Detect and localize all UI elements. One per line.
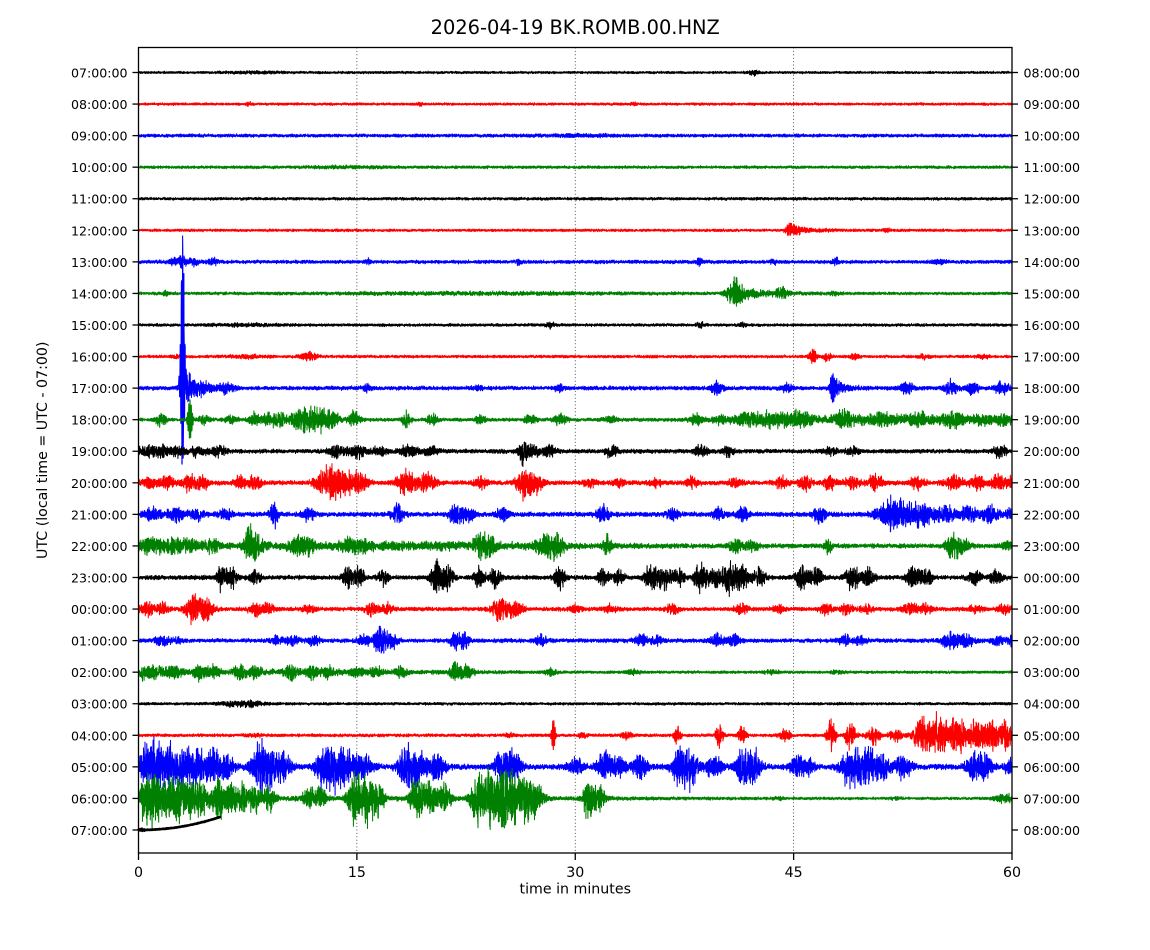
- y-tick-label-local-6: 14:00:00: [1024, 255, 1081, 270]
- trace-row-17-utc-000000: [137, 593, 1013, 626]
- trace-row-8-utc-150000: [137, 320, 1013, 330]
- y-tick-label-utc-22: 05:00:00: [71, 760, 128, 775]
- x-tick-label-30: 30: [566, 865, 584, 881]
- y-axis-label: UTC (local time = UTC - 07:00): [35, 342, 51, 559]
- trace-row-23-utc-060000: [137, 766, 1013, 831]
- y-tick-label-local-16: 00:00:00: [1024, 570, 1081, 585]
- y-tick-label-local-11: 19:00:00: [1024, 413, 1081, 428]
- y-tick-label-utc-24: 07:00:00: [71, 823, 128, 838]
- y-tick-label-utc-18: 01:00:00: [71, 634, 128, 649]
- trace-row-7-utc-140000: [137, 276, 1013, 307]
- y-tick-label-local-0: 08:00:00: [1024, 66, 1081, 81]
- y-tick-label-local-14: 22:00:00: [1024, 507, 1081, 522]
- y-tick-label-utc-16: 23:00:00: [71, 570, 128, 585]
- y-tick-label-utc-10: 17:00:00: [71, 381, 128, 396]
- trace-row-1-utc-080000: [137, 100, 1013, 108]
- traces: [137, 69, 1013, 833]
- y-tick-label-local-21: 05:00:00: [1024, 728, 1081, 743]
- y-tick-label-local-7: 15:00:00: [1024, 286, 1081, 301]
- trace-row-12-utc-190000: [137, 441, 1013, 468]
- trace-row-6-utc-130000: [137, 255, 1013, 269]
- y-tick-label-utc-11: 18:00:00: [71, 413, 128, 428]
- x-tick-label-15: 15: [348, 865, 366, 881]
- chart-title: 2026-04-19 BK.ROMB.00.HNZ: [431, 16, 720, 39]
- y-tick-label-utc-15: 22:00:00: [71, 539, 128, 554]
- y-tick-label-utc-9: 16:00:00: [71, 350, 128, 365]
- trace-row-15-utc-220000: [137, 523, 1013, 563]
- trace-row-22-utc-050000: [137, 736, 1013, 796]
- ticks-and-labels: 07:00:00 08:00:00 08:00:00 09:00:00 09:00:00…: [71, 66, 1080, 882]
- y-tick-label-local-3: 11:00:00: [1024, 160, 1081, 175]
- trace-row-24-utc-070000: [137, 815, 222, 833]
- y-tick-label-utc-1: 08:00:00: [71, 97, 128, 112]
- y-tick-label-local-5: 13:00:00: [1024, 223, 1081, 238]
- trace-row-21-utc-040000: [137, 710, 1013, 755]
- y-tick-label-utc-21: 04:00:00: [71, 728, 128, 743]
- trace-row-2-utc-090000: [137, 132, 1013, 139]
- y-tick-label-local-13: 21:00:00: [1024, 476, 1081, 491]
- y-tick-label-utc-3: 10:00:00: [71, 160, 128, 175]
- y-tick-label-local-1: 09:00:00: [1024, 97, 1081, 112]
- x-tick-label-0: 0: [134, 865, 143, 881]
- y-tick-label-local-12: 20:00:00: [1024, 444, 1081, 459]
- x-tick-label-45: 45: [785, 865, 803, 881]
- y-tick-label-local-18: 02:00:00: [1024, 634, 1081, 649]
- y-tick-label-local-8: 16:00:00: [1024, 318, 1081, 333]
- y-tick-label-local-17: 01:00:00: [1024, 602, 1081, 617]
- y-tick-label-local-9: 17:00:00: [1024, 350, 1081, 365]
- trace-row-11-utc-180000: [137, 399, 1013, 439]
- y-tick-label-local-20: 04:00:00: [1024, 697, 1081, 712]
- trace-row-3-utc-100000: [137, 164, 1013, 170]
- y-tick-label-local-19: 03:00:00: [1024, 665, 1081, 680]
- trace-row-20-utc-030000: [137, 699, 1013, 709]
- y-tick-label-utc-4: 11:00:00: [71, 192, 128, 207]
- y-tick-label-utc-20: 03:00:00: [71, 697, 128, 712]
- y-tick-label-local-15: 23:00:00: [1024, 539, 1081, 554]
- y-tick-label-local-4: 12:00:00: [1024, 192, 1081, 207]
- y-tick-label-local-2: 10:00:00: [1024, 129, 1081, 144]
- trace-row-18-utc-010000: [137, 625, 1013, 654]
- trace-row-0-utc-070000: [137, 69, 1013, 77]
- y-tick-label-utc-5: 12:00:00: [71, 223, 128, 238]
- y-tick-label-utc-6: 13:00:00: [71, 255, 128, 270]
- y-tick-label-local-23: 07:00:00: [1024, 791, 1081, 806]
- y-tick-label-utc-8: 15:00:00: [71, 318, 128, 333]
- y-tick-label-utc-7: 14:00:00: [71, 286, 128, 301]
- trace-row-9-utc-160000: [137, 348, 1013, 364]
- trace-row-4-utc-110000: [137, 196, 1013, 201]
- trace-row-5-utc-120000: [137, 222, 1013, 236]
- trace-row-16-utc-230000: [137, 558, 1013, 598]
- trace-row-14-utc-210000: [137, 494, 1013, 533]
- x-tick-label-60: 60: [1003, 865, 1021, 881]
- y-tick-label-utc-2: 09:00:00: [71, 129, 128, 144]
- trace-row-19-utc-020000: [137, 661, 1013, 683]
- x-axis-label: time in minutes: [520, 882, 631, 898]
- trace-row-13-utc-200000: [137, 463, 1013, 502]
- y-tick-label-local-10: 18:00:00: [1024, 381, 1081, 396]
- y-tick-label-local-24: 08:00:00: [1024, 823, 1081, 838]
- y-tick-label-local-22: 06:00:00: [1024, 760, 1081, 775]
- y-tick-label-utc-19: 02:00:00: [71, 665, 128, 680]
- y-tick-label-utc-23: 06:00:00: [71, 791, 128, 806]
- y-tick-label-utc-12: 19:00:00: [71, 444, 128, 459]
- trace-row-10-utc-170000: [137, 235, 1013, 465]
- y-tick-label-utc-17: 00:00:00: [71, 602, 128, 617]
- y-tick-label-utc-13: 20:00:00: [71, 476, 128, 491]
- y-tick-label-utc-0: 07:00:00: [71, 66, 128, 81]
- y-tick-label-utc-14: 21:00:00: [71, 507, 128, 522]
